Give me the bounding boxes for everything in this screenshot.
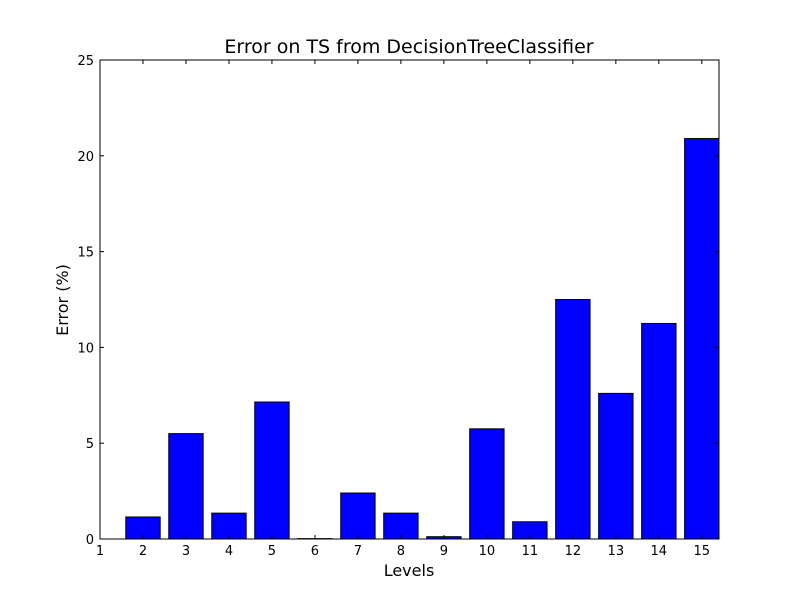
- bar-level-7: [340, 492, 376, 540]
- x-tick-label: 9: [440, 544, 448, 559]
- bar-level-4: [211, 512, 247, 540]
- x-tick-label: 7: [354, 544, 362, 559]
- x-tick-label: 13: [608, 544, 625, 559]
- bar-level-8: [383, 512, 419, 540]
- bar-level-3: [168, 433, 204, 540]
- y-tick-label: 25: [77, 54, 94, 69]
- y-tick-label: 20: [77, 150, 94, 165]
- x-tick-label: 3: [182, 544, 190, 559]
- x-tick-label: 14: [651, 544, 668, 559]
- y-tick-label: 10: [77, 341, 94, 356]
- bar-level-12: [555, 299, 591, 540]
- y-tick-label: 5: [86, 437, 94, 452]
- x-tick-label: 6: [311, 544, 319, 559]
- x-tick-label: 2: [139, 544, 147, 559]
- x-tick-label: 10: [479, 544, 496, 559]
- bar-level-15: [684, 138, 720, 540]
- x-tick-label: 4: [225, 544, 233, 559]
- x-tick-label: 15: [694, 544, 711, 559]
- bar-level-14: [641, 322, 677, 540]
- plot-frame: [99, 59, 720, 540]
- y-tick-label: 15: [77, 246, 94, 261]
- chart-title: Error on TS from DecisionTreeClassifier: [224, 36, 593, 58]
- x-tick-label: 1: [96, 544, 104, 559]
- y-axis-label: Error (%): [53, 264, 72, 336]
- x-axis-label: Levels: [384, 561, 435, 580]
- bars-group: [125, 138, 720, 540]
- x-tick-label: 5: [268, 544, 276, 559]
- bar-level-5: [254, 401, 290, 540]
- x-tick-label: 11: [522, 544, 539, 559]
- x-tick-label: 8: [397, 544, 405, 559]
- x-tick-label: 12: [565, 544, 582, 559]
- y-tick-label: 0: [86, 533, 94, 548]
- bar-level-10: [469, 428, 505, 540]
- bar-level-13: [598, 392, 634, 540]
